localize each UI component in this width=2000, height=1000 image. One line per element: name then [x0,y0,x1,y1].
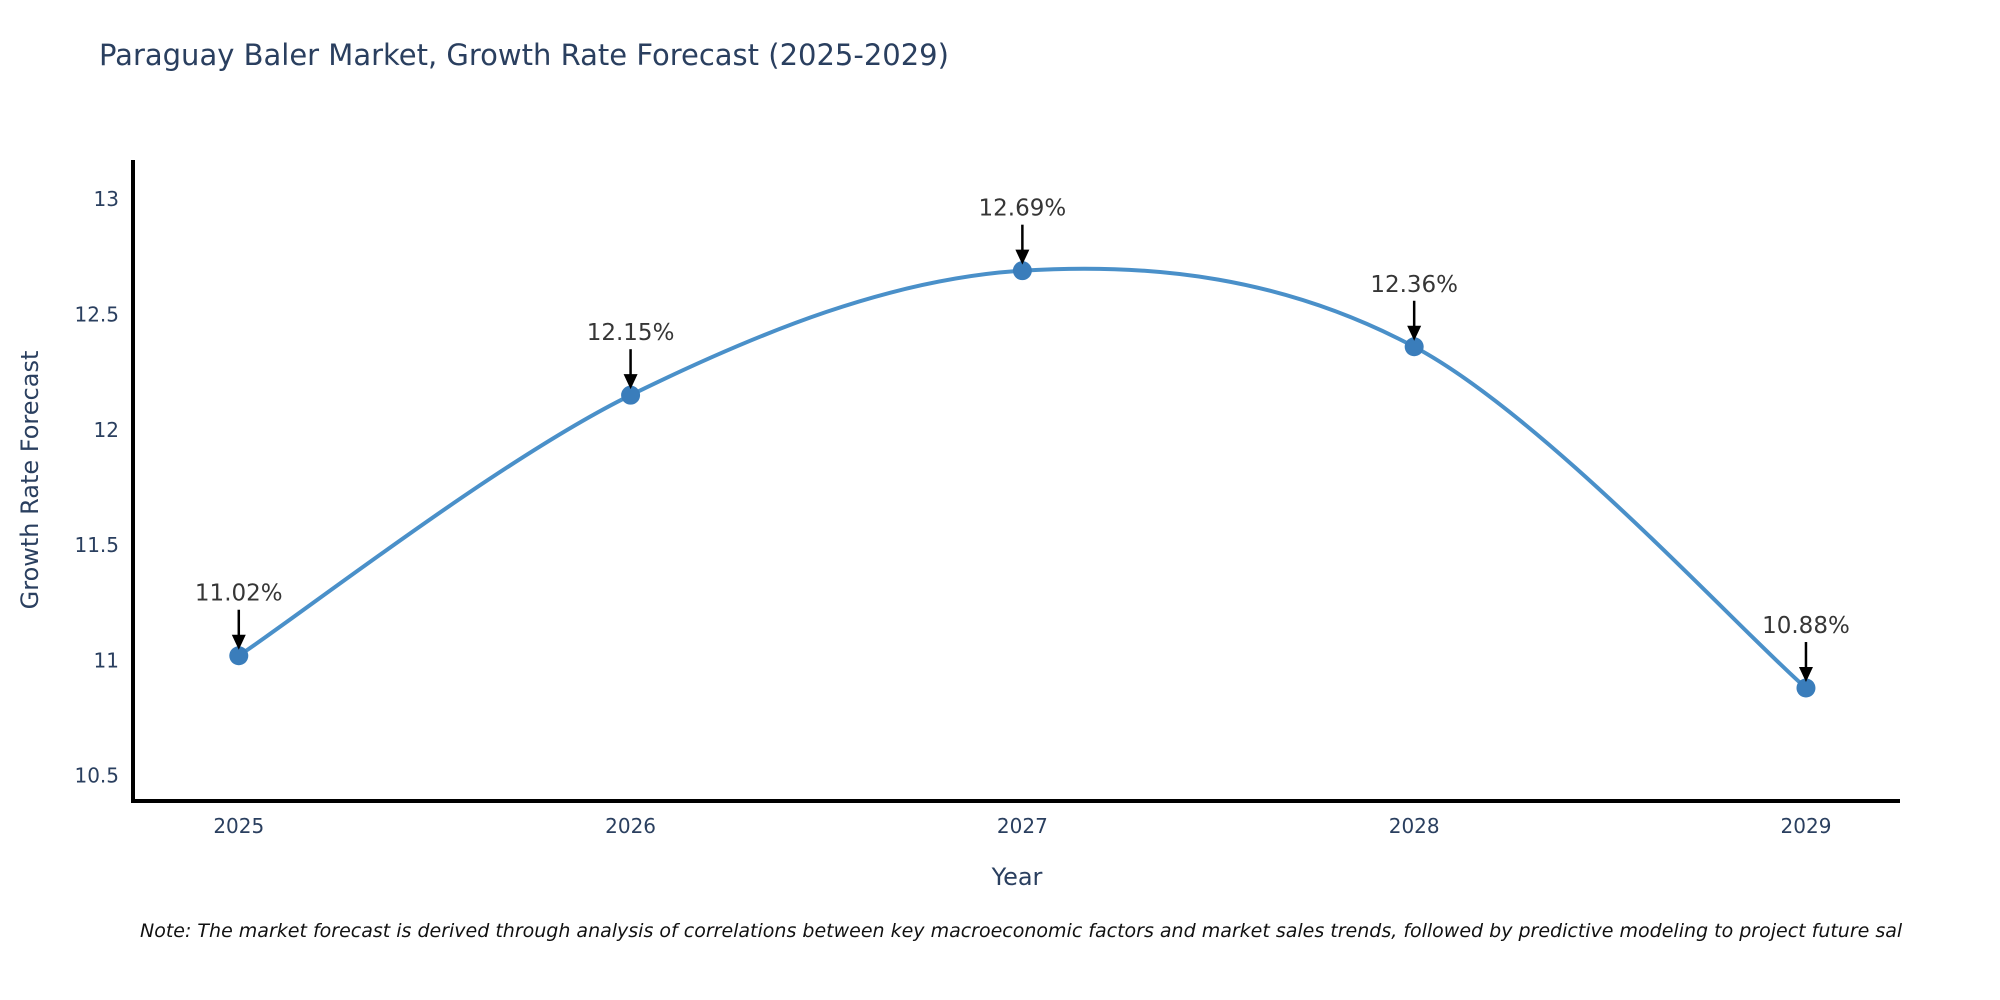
y-tick-label: 10.5 [74,764,119,788]
x-tick-label: 2025 [213,814,264,838]
chart-title: Paraguay Baler Market, Growth Rate Forec… [99,38,949,72]
data-point[interactable] [229,646,249,666]
data-point[interactable] [621,385,641,405]
forecast-line [236,266,1808,691]
point-value-label: 11.02% [195,581,283,607]
annotation-arrow-head [623,374,638,390]
y-tick-label: 11 [94,648,119,672]
point-value-label: 12.15% [587,320,675,346]
y-tick-label: 12.5 [74,302,119,326]
x-tick-label: 2029 [1781,814,1832,838]
x-tick-label: 2026 [605,814,656,838]
x-axis-title: Year [991,863,1043,891]
annotation-arrow-head [1798,667,1813,683]
annotation-arrow-head [1015,249,1030,265]
x-tick-label: 2027 [997,814,1048,838]
y-axis-title: Growth Rate Forecast [16,350,44,610]
y-tick-label: 13 [94,187,119,211]
annotation-arrow-head [1407,325,1422,341]
x-tick-label: 2028 [1389,814,1440,838]
y-tick-label: 12 [94,418,119,442]
point-value-label: 12.69% [979,196,1067,222]
data-point[interactable] [1796,678,1816,698]
data-point[interactable] [1012,261,1032,281]
point-value-label: 10.88% [1762,613,1850,639]
y-tick-label: 11.5 [74,533,119,557]
point-value-label: 12.36% [1370,272,1458,298]
annotation-arrow-head [231,634,246,650]
footnote: Note: The market forecast is derived thr… [140,920,1903,942]
data-point[interactable] [1404,337,1424,357]
